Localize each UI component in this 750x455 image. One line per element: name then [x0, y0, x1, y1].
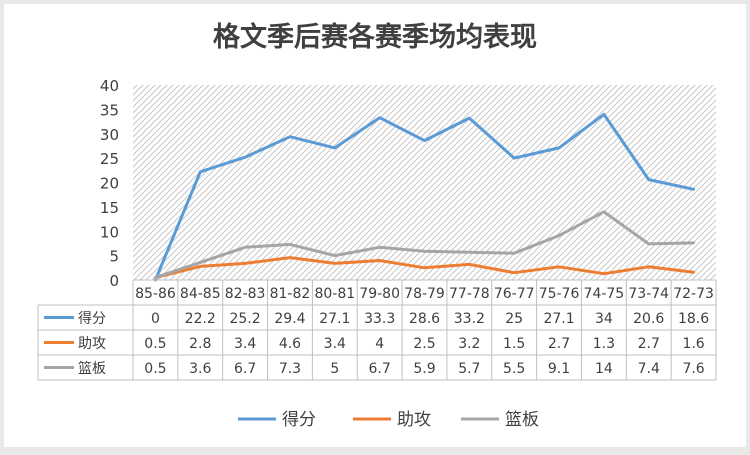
y-tick-label: 25 [100, 150, 119, 168]
data-label: 2.7 [548, 336, 570, 352]
y-tick-label: 0 [109, 272, 119, 290]
data-label: 5 [330, 361, 339, 377]
data-label: 2.5 [413, 336, 435, 352]
data-label: 5.5 [503, 361, 525, 377]
data-label: 33.3 [364, 311, 395, 327]
series-line-3 [153, 210, 696, 280]
y-tick-label: 40 [100, 77, 119, 95]
x-tick-label: 77-78 [449, 286, 490, 302]
x-tick-label: 72-73 [673, 286, 714, 302]
legend-label: 助攻 [397, 410, 431, 430]
data-label: 33.2 [454, 311, 485, 327]
data-label: 1.6 [682, 336, 704, 352]
table-series-name: 助攻 [78, 336, 106, 352]
data-label: 27.1 [319, 311, 350, 327]
data-label: 2.7 [638, 336, 660, 352]
data-label: 27.1 [543, 311, 574, 327]
data-label: 7.6 [682, 361, 704, 377]
table-series-name: 篮板 [78, 361, 106, 377]
y-tick-label: 15 [100, 199, 119, 217]
data-label: 22.2 [185, 311, 216, 327]
data-label: 5.9 [413, 361, 435, 377]
data-label: 3.2 [458, 336, 480, 352]
table-series-name: 得分 [78, 310, 106, 327]
y-tick-label: 10 [100, 223, 119, 241]
data-label: 20.6 [633, 311, 664, 327]
chart-title: 格文季后赛各赛季场均表现 [213, 21, 537, 53]
data-label: 28.6 [409, 311, 440, 327]
x-tick-label: 75-76 [539, 286, 580, 302]
data-label: 0.5 [144, 361, 166, 377]
data-label: 6.7 [234, 361, 256, 377]
x-tick-label: 79-80 [359, 286, 400, 302]
data-label: 1.3 [593, 336, 615, 352]
data-label: 14 [595, 361, 613, 377]
data-label: 6.7 [369, 361, 391, 377]
data-label: 0.5 [144, 336, 166, 352]
x-tick-label: 84-85 [180, 286, 221, 302]
data-label: 4 [375, 336, 384, 352]
data-label: 34 [595, 311, 613, 327]
data-label: 7.3 [279, 361, 301, 377]
y-tick-label: 35 [100, 101, 119, 119]
legend-label: 篮板 [505, 410, 539, 430]
series-line-2 [153, 256, 696, 280]
data-label: 25 [505, 311, 523, 327]
data-label: 3.4 [234, 336, 256, 352]
data-label: 4.6 [279, 336, 301, 352]
x-tick-label: 80-81 [314, 286, 355, 302]
data-label: 0 [151, 311, 160, 327]
y-tick-label: 20 [100, 175, 119, 193]
x-tick-label: 73-74 [628, 286, 669, 302]
x-tick-label: 85-86 [135, 286, 176, 302]
data-label: 9.1 [548, 361, 570, 377]
data-label: 29.4 [274, 311, 305, 327]
y-tick-label: 5 [109, 248, 119, 266]
data-label: 18.6 [678, 311, 709, 327]
x-tick-label: 82-83 [225, 286, 266, 302]
data-label: 5.7 [458, 361, 480, 377]
x-tick-label: 78-79 [404, 286, 445, 302]
data-label: 3.6 [189, 361, 211, 377]
plot-area [133, 85, 716, 280]
data-label: 1.5 [503, 336, 525, 352]
x-tick-label: 74-75 [584, 286, 625, 302]
data-label: 3.4 [324, 336, 346, 352]
legend-label: 得分 [282, 410, 316, 430]
data-label: 7.4 [638, 361, 660, 377]
x-tick-label: 76-77 [494, 286, 535, 302]
data-label: 25.2 [230, 311, 261, 327]
series-line-1 [153, 112, 696, 282]
y-tick-label: 30 [100, 126, 119, 144]
data-label: 2.8 [189, 336, 211, 352]
x-tick-label: 81-82 [270, 286, 311, 302]
